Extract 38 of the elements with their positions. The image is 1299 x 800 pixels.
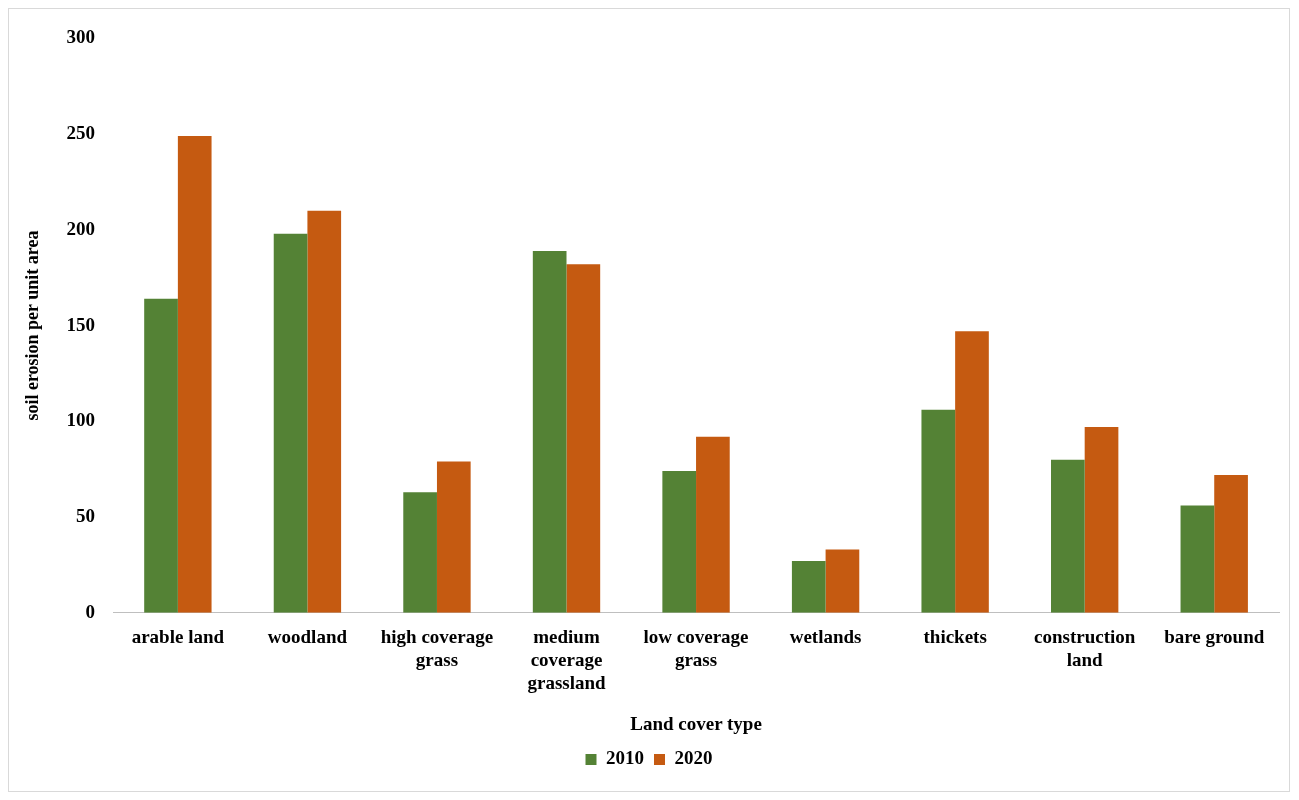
x-tick-label: medium coverage grassland — [527, 626, 606, 693]
y-tick-label: 300 — [66, 26, 96, 48]
x-tick-label: arable land — [131, 626, 225, 648]
x-axis-title: Land cover type — [630, 712, 762, 734]
bar — [696, 436, 730, 613]
y-axis-title: soil erosion per unit area — [22, 230, 43, 421]
bar — [662, 471, 697, 613]
bar — [921, 409, 956, 613]
bar — [144, 298, 178, 613]
bar — [532, 250, 567, 613]
bar — [403, 492, 437, 613]
y-tick-label: 50 — [76, 504, 96, 526]
bar — [955, 331, 989, 613]
y-tick-label: 100 — [66, 409, 96, 431]
x-tick-label: wetlands — [789, 626, 862, 648]
bar — [177, 136, 212, 613]
bar — [791, 561, 826, 613]
y-tick-label: 0 — [85, 600, 96, 622]
bar — [273, 233, 308, 613]
x-tick-label: thickets — [923, 626, 987, 648]
bar — [825, 549, 860, 613]
bar — [1051, 459, 1085, 613]
x-tick-label: woodland — [267, 626, 348, 648]
y-tick-label: 200 — [66, 217, 96, 239]
x-tick-label: low coverage grass — [643, 626, 749, 670]
y-tick-label: 250 — [66, 122, 96, 144]
bar — [436, 461, 471, 613]
legend-label: 2010 — [606, 747, 644, 769]
bar — [1084, 427, 1119, 613]
legend-label: 2020 — [674, 747, 713, 769]
x-tick-label: high coverage grass — [380, 626, 494, 670]
bar — [566, 264, 601, 613]
x-tick-label: construction land — [1034, 626, 1136, 670]
bar — [307, 210, 342, 613]
y-tick-label: 150 — [66, 313, 96, 335]
x-tick-label: bare ground — [1164, 626, 1265, 648]
bar — [1214, 474, 1248, 613]
bar — [1180, 505, 1215, 613]
